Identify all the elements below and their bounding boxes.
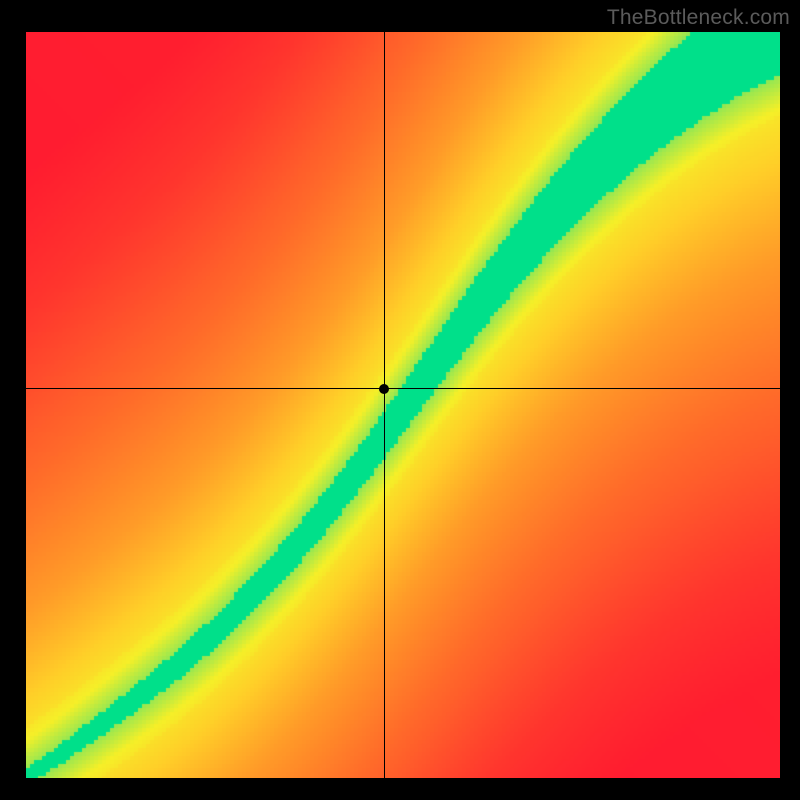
watermark-text: TheBottleneck.com	[607, 6, 790, 30]
heatmap-plot	[26, 32, 780, 778]
heatmap-canvas	[26, 32, 780, 778]
chart-container: TheBottleneck.com	[0, 0, 800, 800]
crosshair-horizontal	[26, 388, 780, 389]
crosshair-marker	[379, 384, 389, 394]
crosshair-vertical	[384, 32, 385, 778]
